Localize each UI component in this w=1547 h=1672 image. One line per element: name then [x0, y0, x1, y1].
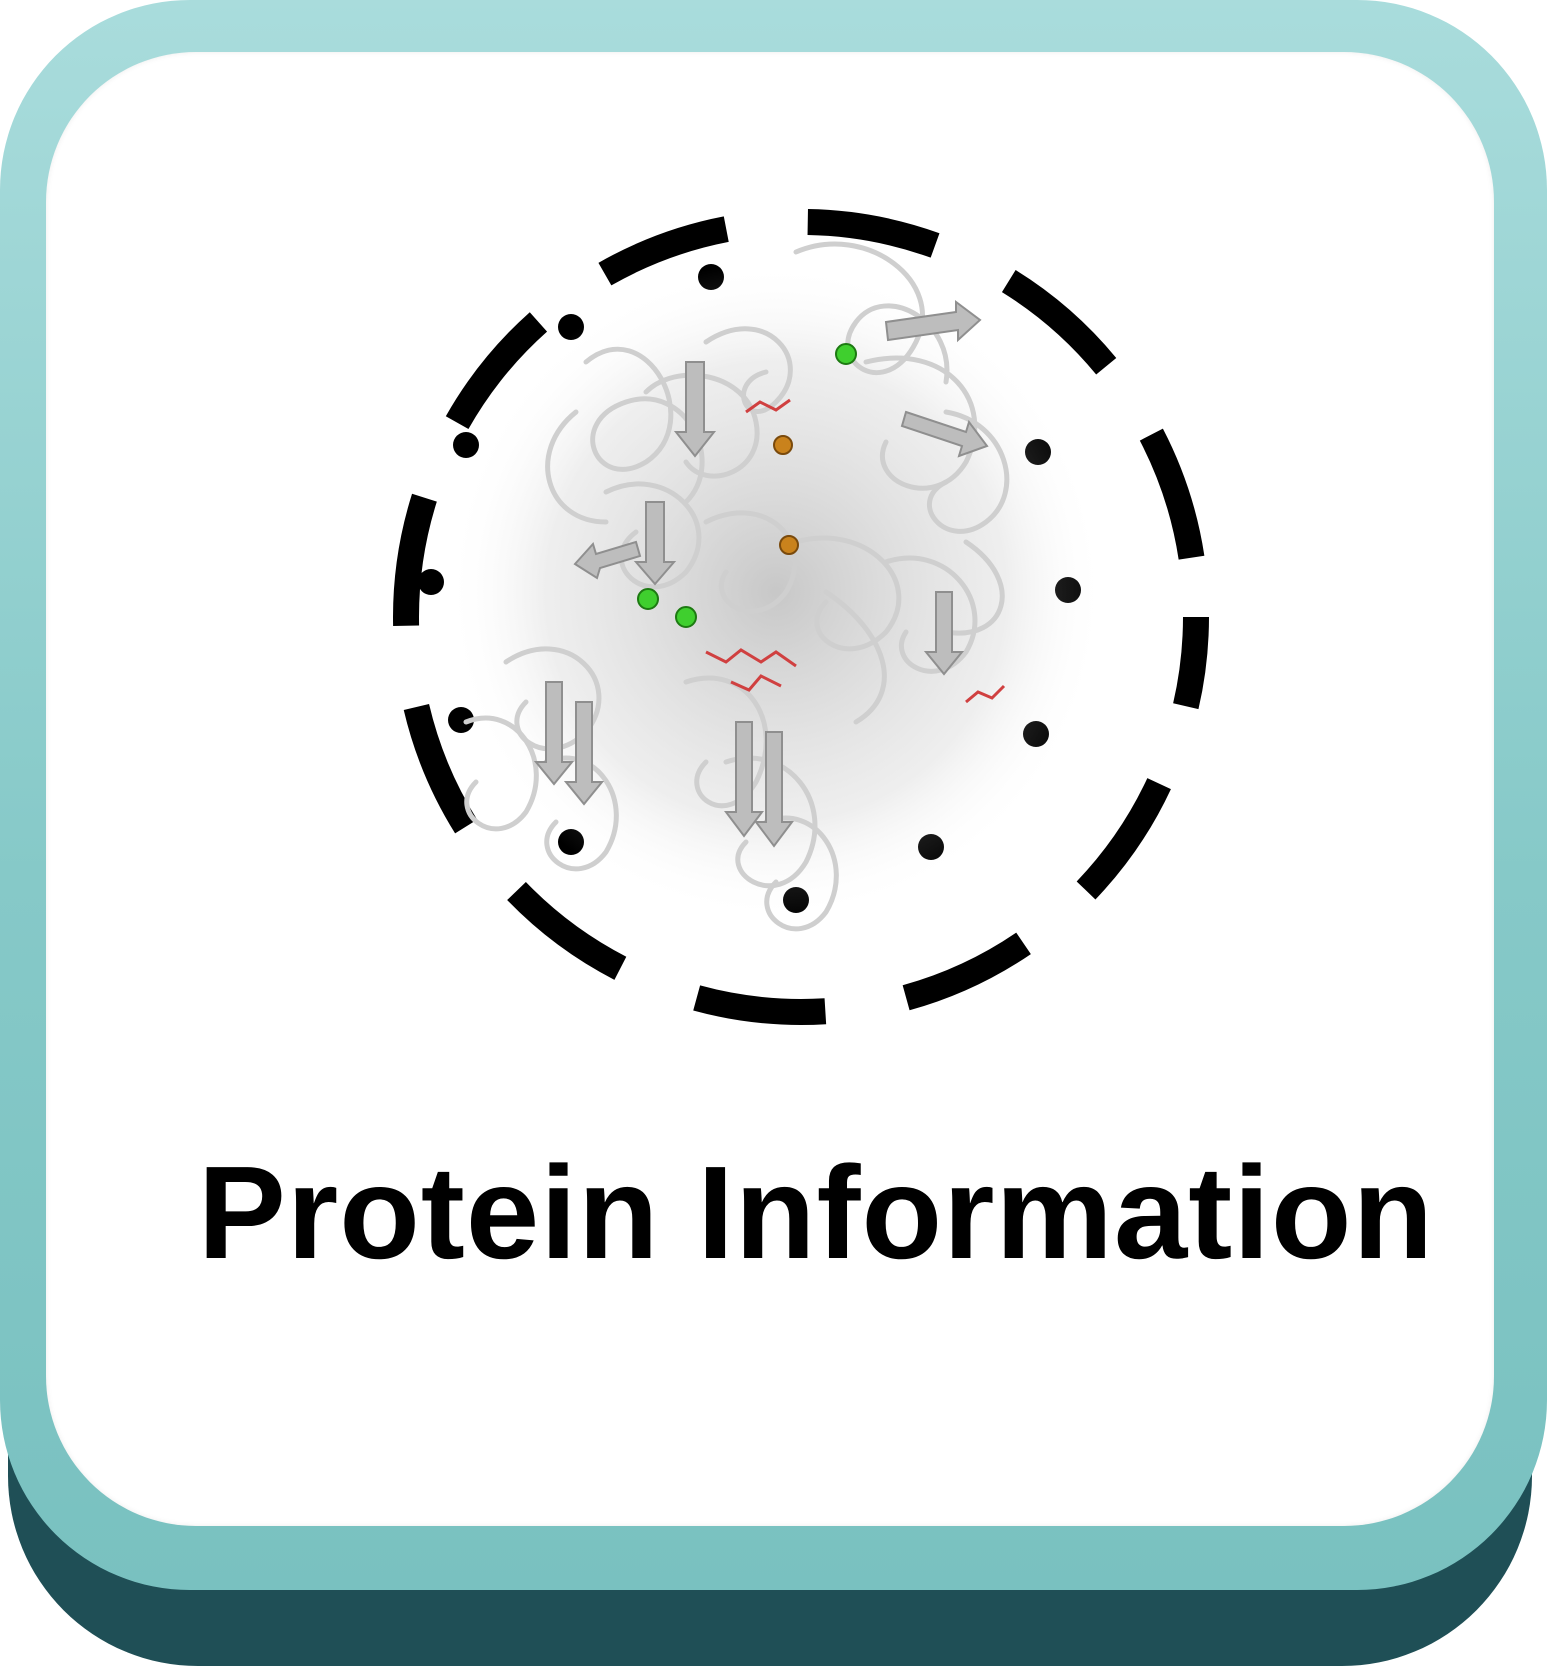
dashed-ring [393, 209, 1209, 1025]
protein-sheets [533, 300, 989, 848]
protein-structure-icon-svg [393, 209, 1209, 1025]
protein-information-tile[interactable]: Protein Information [0, 0, 1547, 1590]
ligand-sticks [705, 398, 1006, 704]
ion-spheres [637, 343, 857, 628]
tile-title: Protein Information [197, 1139, 1435, 1286]
tile-face[interactable]: Protein Information [46, 52, 1494, 1526]
protein-structure-icon [346, 162, 1246, 1062]
protein-ribbons [463, 241, 1010, 932]
